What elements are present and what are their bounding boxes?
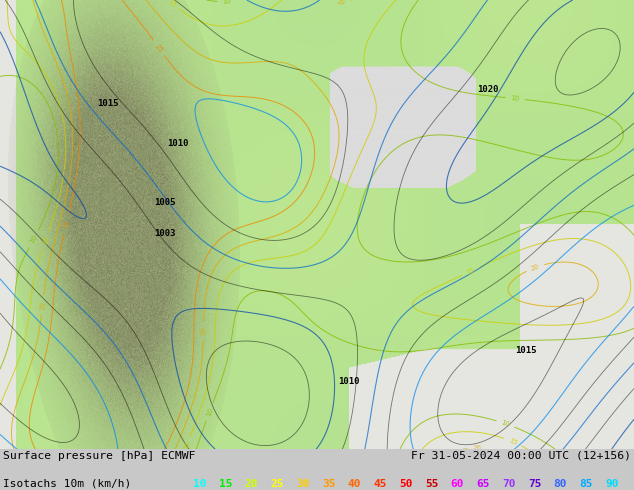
Text: 70: 70 [502,479,515,489]
Text: 10: 10 [29,234,39,245]
Text: 15: 15 [508,437,518,446]
Text: 60: 60 [451,479,464,489]
Text: 20: 20 [245,479,258,489]
Text: Isotachs 10m (km/h): Isotachs 10m (km/h) [3,479,131,489]
Text: 20: 20 [472,445,482,452]
Text: 1003: 1003 [154,229,176,238]
Text: 10: 10 [205,407,214,417]
Text: 1010: 1010 [338,377,359,387]
Text: 30: 30 [296,479,309,489]
Text: 25: 25 [154,43,164,53]
Text: Surface pressure [hPa] ECMWF: Surface pressure [hPa] ECMWF [3,450,195,461]
Text: 20: 20 [337,0,346,5]
Text: 40: 40 [347,479,361,489]
Text: 25: 25 [270,479,284,489]
Text: 35: 35 [322,479,335,489]
Text: 65: 65 [476,479,490,489]
Text: 10: 10 [510,95,520,102]
Text: 20: 20 [530,263,541,272]
Text: 20: 20 [39,300,46,310]
Text: 15: 15 [465,267,476,276]
Text: 90: 90 [605,479,619,489]
Text: 1010: 1010 [167,139,188,148]
Text: 15: 15 [167,0,178,8]
Text: 15: 15 [219,479,232,489]
Text: 80: 80 [553,479,567,489]
Text: 15: 15 [41,235,50,245]
Text: 10: 10 [222,0,231,4]
Text: 85: 85 [579,479,593,489]
Text: 25: 25 [62,219,70,229]
Text: 50: 50 [399,479,413,489]
Text: 10: 10 [193,479,207,489]
Text: 55: 55 [425,479,438,489]
Text: 10: 10 [500,419,511,428]
Text: 1005: 1005 [154,197,176,207]
Text: 1020: 1020 [477,85,499,95]
Text: 20: 20 [200,326,207,335]
Text: 1015: 1015 [97,99,119,108]
Text: 15: 15 [183,440,191,450]
Text: 1015: 1015 [515,346,537,355]
Text: 45: 45 [373,479,387,489]
Text: 75: 75 [528,479,541,489]
Text: Fr 31-05-2024 00:00 UTC (12+156): Fr 31-05-2024 00:00 UTC (12+156) [411,450,631,461]
